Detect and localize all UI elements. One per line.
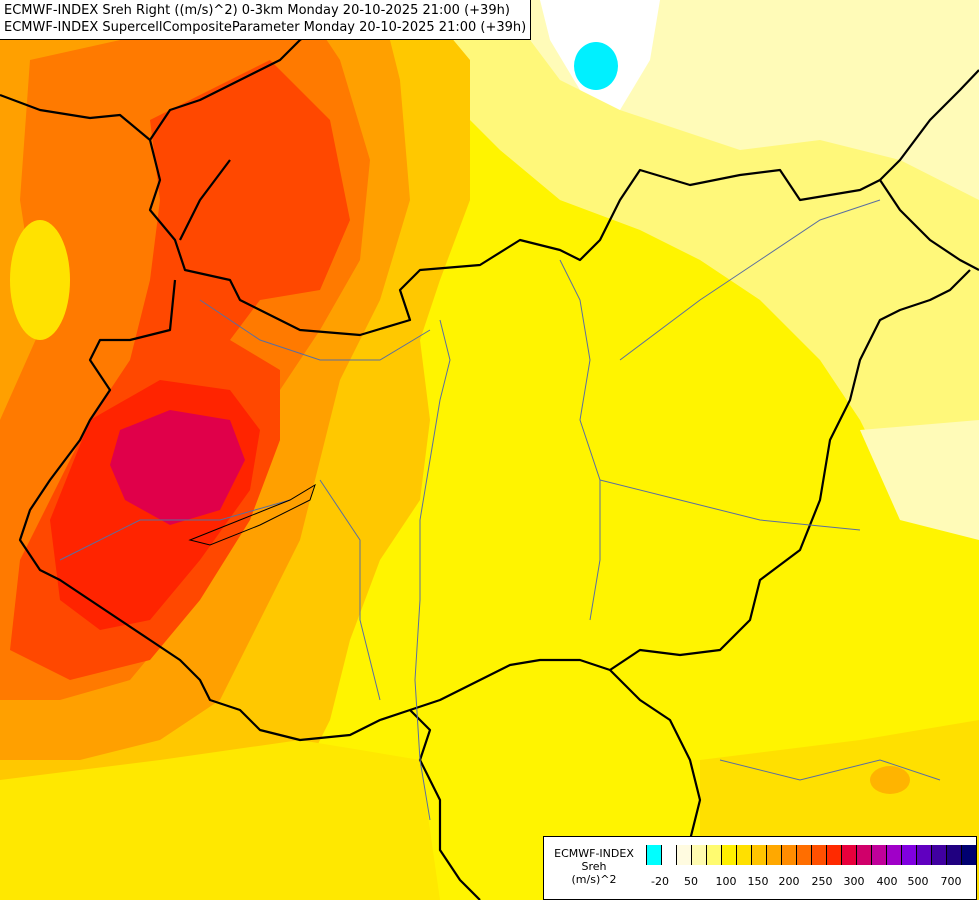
legend-swatch [662,845,677,865]
legend-label: -20 [651,875,669,888]
legend-label: 700 [940,875,962,888]
legend-swatch [782,845,797,865]
legend-title-unit: (m/s)^2 [571,873,617,886]
legend-label: 500 [907,875,929,888]
legend-swatches [646,845,977,865]
title-line-sreh: ECMWF-INDEX Sreh Right ((m/s)^2) 0-3km M… [4,3,510,18]
legend-swatch [767,845,782,865]
legend-swatch [722,845,737,865]
legend-label: 50 [684,875,698,888]
legend-label: 150 [747,875,769,888]
legend-swatch [962,845,977,865]
legend-swatch [932,845,947,865]
legend-label: 400 [876,875,898,888]
legend-swatch [692,845,707,865]
legend-swatch [827,845,842,865]
color-legend: ECMWF-INDEX Sreh (m/s)^2 -20 50 100 150 200 2… [543,836,977,900]
field-orange-se [870,766,910,794]
legend-label: 200 [778,875,800,888]
legend-swatch [842,845,857,865]
legend-swatch [707,845,722,865]
legend-swatch [752,845,767,865]
legend-swatch [812,845,827,865]
legend-swatch [737,845,752,865]
legend-title: ECMWF-INDEX Sreh (m/s)^2 [548,847,640,886]
field-yellow-sw [0,740,440,900]
legend-title-model: ECMWF-INDEX [554,847,634,860]
rivers [59,199,941,821]
lake-outline [188,483,316,546]
legend-label: 300 [843,875,865,888]
legend-swatch [797,845,812,865]
legend-swatch [902,845,917,865]
legend-swatch [947,845,962,865]
legend-labels: -20 50 100 150 200 250 300 400 500 700 [646,875,976,889]
legend-swatch [677,845,692,865]
legend-label: 250 [811,875,833,888]
field-magenta [110,410,245,525]
legend-swatch [647,845,662,865]
field-yellow-lobe [10,220,70,340]
map-title-box: ECMWF-INDEX Sreh Right ((m/s)^2) 0-3km M… [0,0,532,40]
title-line-scp: ECMWF-INDEX SupercellCompositeParameter … [4,20,527,35]
field-pale-e [860,420,979,540]
legend-label: 100 [715,875,737,888]
legend-swatch [917,845,932,865]
legend-swatch [872,845,887,865]
field-cyan [574,42,618,90]
legend-swatch [857,845,872,865]
legend-title-param: Sreh [581,860,607,873]
legend-swatch [887,845,902,865]
